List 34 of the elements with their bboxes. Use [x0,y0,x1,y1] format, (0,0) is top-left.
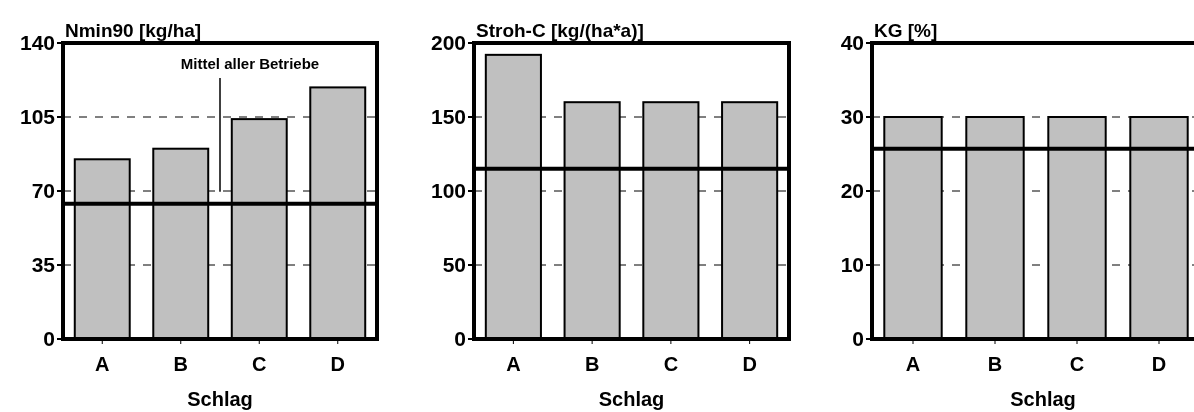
x-tick-label: B [987,353,1003,375]
y-tick-label: 200 [430,31,466,55]
x-tick-label: C [252,353,267,375]
y-tick-label: 70 [31,179,55,203]
y-tick-label: 50 [442,253,466,277]
chart-title: Stroh-C [kg/(ha*a)] [476,20,644,41]
x-tick-label: D [1151,353,1167,375]
x-tick-label: B [584,353,600,375]
x-tick-label: D [742,353,757,375]
ref-line-label: Mittel aller Betriebe [180,55,320,72]
y-tick-label: 150 [430,105,466,129]
y-tick-label: 10 [840,253,864,277]
chart-title: KG [%] [874,20,938,41]
x-tick-label: C [663,353,679,375]
chart-title: Nmin90 [kg/ha] [65,20,202,41]
x-tick-label: A [506,353,521,375]
x-tick-label: A [95,353,110,375]
y-tick-label: 30 [840,105,864,129]
x-axis-title: Schlag [598,388,665,410]
x-axis-title: Schlag [187,388,253,410]
x-tick-label: A [905,353,921,375]
y-tick-label: 0 [454,327,466,351]
y-tick-label: 100 [430,179,466,203]
y-tick-label: 20 [840,179,864,203]
x-tick-label: D [330,353,345,375]
y-tick-label: 140 [19,31,55,55]
y-tick-label: 35 [31,253,56,277]
y-tick-label: 0 [43,327,55,351]
y-tick-label: 40 [840,31,864,55]
x-axis-title: Schlag [1010,388,1076,410]
y-tick-label: 0 [852,327,864,351]
x-tick-label: B [173,353,188,375]
y-tick-label: 105 [19,105,56,129]
x-tick-label: C [1069,353,1085,375]
